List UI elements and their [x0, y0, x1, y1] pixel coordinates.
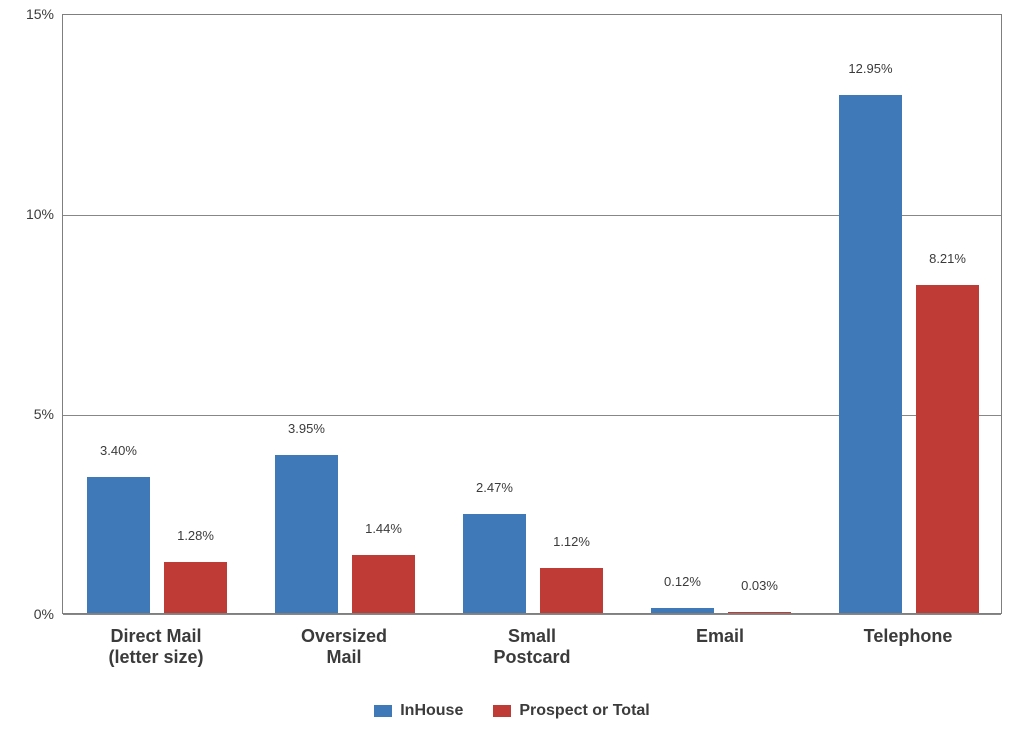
ytick-label: 15% [26, 6, 54, 22]
legend: InHouse Prospect or Total [0, 702, 1024, 720]
xtick-label: Email [626, 626, 814, 647]
ytick-label: 0% [34, 606, 54, 622]
ytick-label: 10% [26, 206, 54, 222]
bar [728, 612, 792, 613]
baseline [63, 614, 1001, 615]
xtick-label: Oversized Mail [250, 626, 438, 668]
bar-value-label: 1.44% [365, 521, 402, 536]
bar [87, 477, 151, 613]
legend-swatch [493, 705, 511, 717]
bar [275, 455, 339, 613]
bar-value-label: 0.12% [664, 574, 701, 589]
bar-value-label: 1.12% [553, 534, 590, 549]
bar-value-label: 3.40% [100, 443, 137, 458]
ytick-label: 5% [34, 406, 54, 422]
legend-item: Prospect or Total [493, 702, 649, 720]
legend-item: InHouse [374, 702, 463, 720]
bar [651, 608, 715, 613]
bar-value-label: 0.03% [741, 578, 778, 593]
xtick-label: Telephone [814, 626, 1002, 647]
bar-value-label: 1.28% [177, 528, 214, 543]
bar-value-label: 8.21% [929, 251, 966, 266]
bar [352, 555, 416, 613]
bar [916, 285, 980, 613]
legend-label: Prospect or Total [519, 702, 649, 720]
xtick-label: Direct Mail (letter size) [62, 626, 250, 668]
bar-value-label: 2.47% [476, 480, 513, 495]
bar [463, 514, 527, 613]
chart-plot-area: 3.40% 1.28% 3.95% 1.44% 2.47% 1.12% 0.12% 0.03%… [62, 14, 1002, 614]
legend-label: InHouse [400, 702, 463, 720]
xtick-label: Small Postcard [438, 626, 626, 668]
legend-swatch [374, 705, 392, 717]
bar [540, 568, 604, 613]
bar-value-label: 12.95% [848, 61, 892, 76]
bar [164, 562, 228, 613]
bar [839, 95, 903, 613]
bar-value-label: 3.95% [288, 421, 325, 436]
